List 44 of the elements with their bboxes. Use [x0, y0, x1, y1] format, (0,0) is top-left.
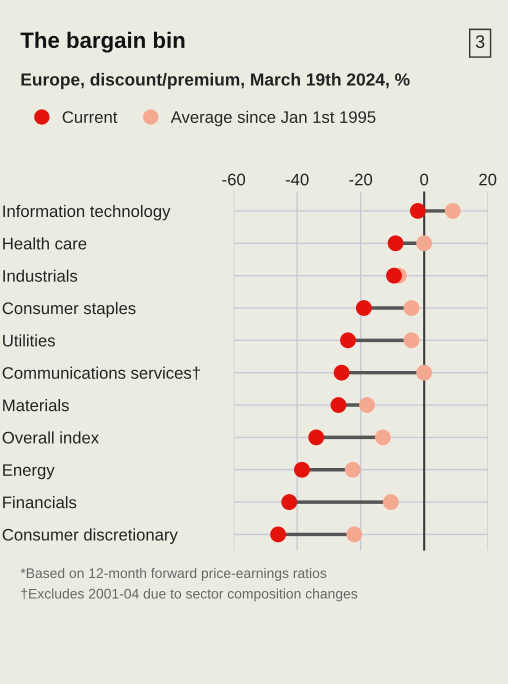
x-tick-label: -40	[286, 174, 309, 186]
point	[382, 494, 399, 510]
point	[416, 364, 432, 381]
y-tick-label: Materials	[3, 399, 69, 412]
y-tick-label: Health care	[3, 237, 86, 250]
y-tick-label: Industrials	[3, 270, 78, 282]
y-tick-label: Consumer staples	[2, 302, 136, 318]
y-tick-label: Information technology	[3, 204, 170, 220]
point	[334, 364, 350, 381]
point	[388, 235, 404, 252]
point	[340, 332, 356, 348]
point	[281, 494, 298, 510]
x-tick-label: 20	[479, 174, 496, 186]
y-tick-label: Communications services†	[2, 366, 200, 380]
point	[374, 429, 391, 446]
point	[346, 526, 362, 542]
x-tick-label: 0	[420, 174, 428, 186]
point	[386, 268, 402, 284]
point	[416, 235, 432, 252]
point	[294, 462, 310, 478]
y-tick-label: Financials	[3, 496, 76, 508]
x-tick-label: -20	[349, 174, 372, 186]
text: †Excludes 2001-04 due to sector composition changes	[21, 588, 358, 602]
y-tick-label: Overall index	[2, 431, 99, 444]
point	[410, 203, 426, 219]
point	[404, 300, 420, 316]
point	[308, 429, 324, 446]
legend-label: Current	[62, 111, 118, 123]
x-tick-label: -60	[222, 174, 246, 186]
text: *Based on 12-month forward price-earnings ratios	[20, 568, 326, 581]
point	[344, 462, 361, 478]
text: 3	[476, 35, 484, 48]
chart-subtitle: Europe, discount/premium, March 19th 2024, %	[21, 72, 410, 90]
point	[330, 397, 346, 413]
y-tick-label: Consumer discretionary	[2, 528, 178, 544]
y-tick-label: Utilities	[3, 334, 55, 347]
point	[404, 332, 420, 348]
point	[356, 300, 372, 316]
point	[359, 397, 375, 413]
legend-label: Average since Jan 1st 1995	[170, 110, 376, 126]
chart-title: The bargain bin	[20, 32, 184, 53]
point	[444, 203, 461, 219]
point	[270, 526, 286, 542]
y-tick-label: Energy	[3, 464, 55, 480]
